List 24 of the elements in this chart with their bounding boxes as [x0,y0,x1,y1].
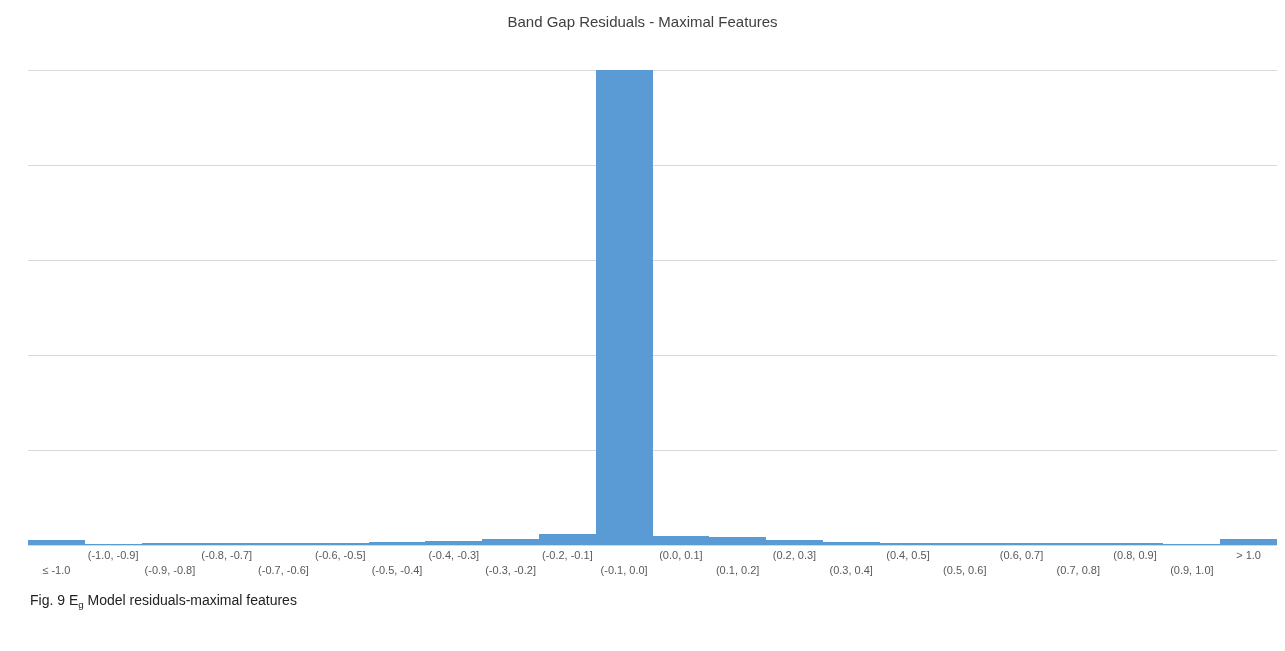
x-tick-label: ≤ -1.0 [42,563,71,576]
x-tick-label: (0.5, 0.6] [943,563,987,576]
x-tick-label: (0.7, 0.8] [1056,563,1101,576]
x-tick-label: (-0.8, -0.7] [201,549,253,562]
x-tick-label: (-1.0, -0.9] [87,549,139,562]
x-tick-label: (0.6, 0.7] [999,549,1044,562]
x-tick-label: (0.3, 0.4] [829,563,873,576]
x-tick-label: (-0.4, -0.3] [428,549,480,562]
x-tick-label: (-0.1, 0.0] [600,563,648,576]
x-tick-label: (-0.7, -0.6] [258,563,309,576]
caption: Fig. 9 E$_{g}$ Model residuals-maximal features [30,592,297,610]
x-tick-label: (0.1, 0.2] [715,563,760,576]
x-tick-label: (0.4, 0.5] [886,549,930,562]
x-tick-label: (-0.5, -0.4] [371,563,423,576]
x-tick-label: (0.2, 0.3] [772,549,817,562]
x-tick-label: (-0.3, -0.2] [485,563,536,576]
chart-title: Band Gap Residuals - Maximal Features [507,12,778,30]
x-tick-label: (-0.6, -0.5] [314,549,366,562]
x-tick-label: (-0.2, -0.1] [541,549,593,562]
x-tick-label: > 1.0 [1236,549,1261,562]
x-tick-label: (-0.9, -0.8] [144,563,196,576]
x-tick-label: (0.0, 0.1] [659,549,703,562]
x-tick-label: (0.8, 0.9] [1113,549,1157,562]
x-tick-label: (0.9, 1.0] [1170,563,1214,576]
